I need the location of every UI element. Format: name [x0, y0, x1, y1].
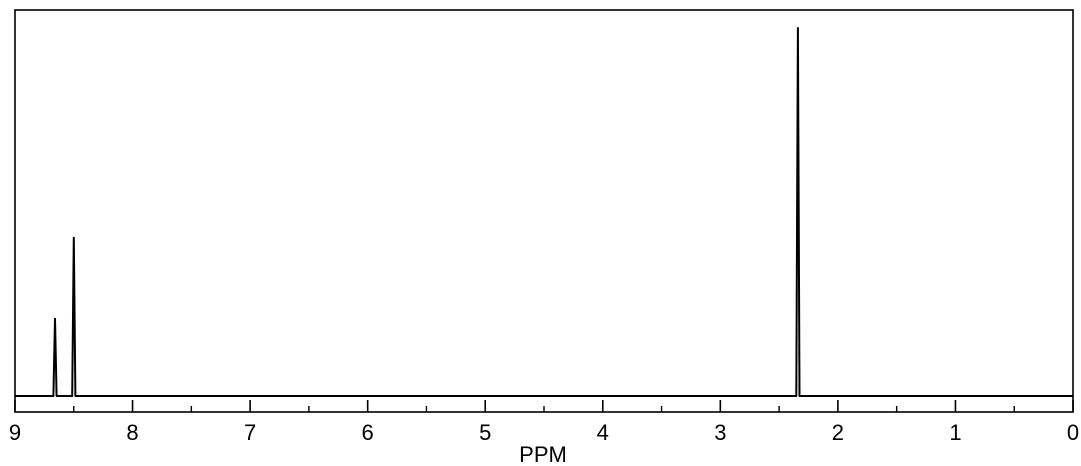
x-tick-label-1: 1: [949, 420, 961, 445]
x-tick-label-2: 2: [832, 420, 844, 445]
x-tick-label-3: 3: [714, 420, 726, 445]
x-tick-label-5: 5: [479, 420, 491, 445]
x-tick-label-9: 9: [9, 420, 21, 445]
x-tick-label-8: 8: [126, 420, 138, 445]
x-axis-ticks: [14, 400, 1074, 412]
x-tick-label-0: 0: [1067, 420, 1079, 445]
x-axis-title: PPM: [519, 442, 567, 466]
x-tick-label-4: 4: [597, 420, 609, 445]
x-axis-tick-labels: 9 8 7 6 5 4 3 2 1 0: [9, 420, 1079, 445]
x-tick-label-7: 7: [244, 420, 256, 445]
x-tick-label-6: 6: [362, 420, 374, 445]
spectrum-line: [15, 27, 1073, 397]
plot-frame: [14, 9, 1074, 413]
